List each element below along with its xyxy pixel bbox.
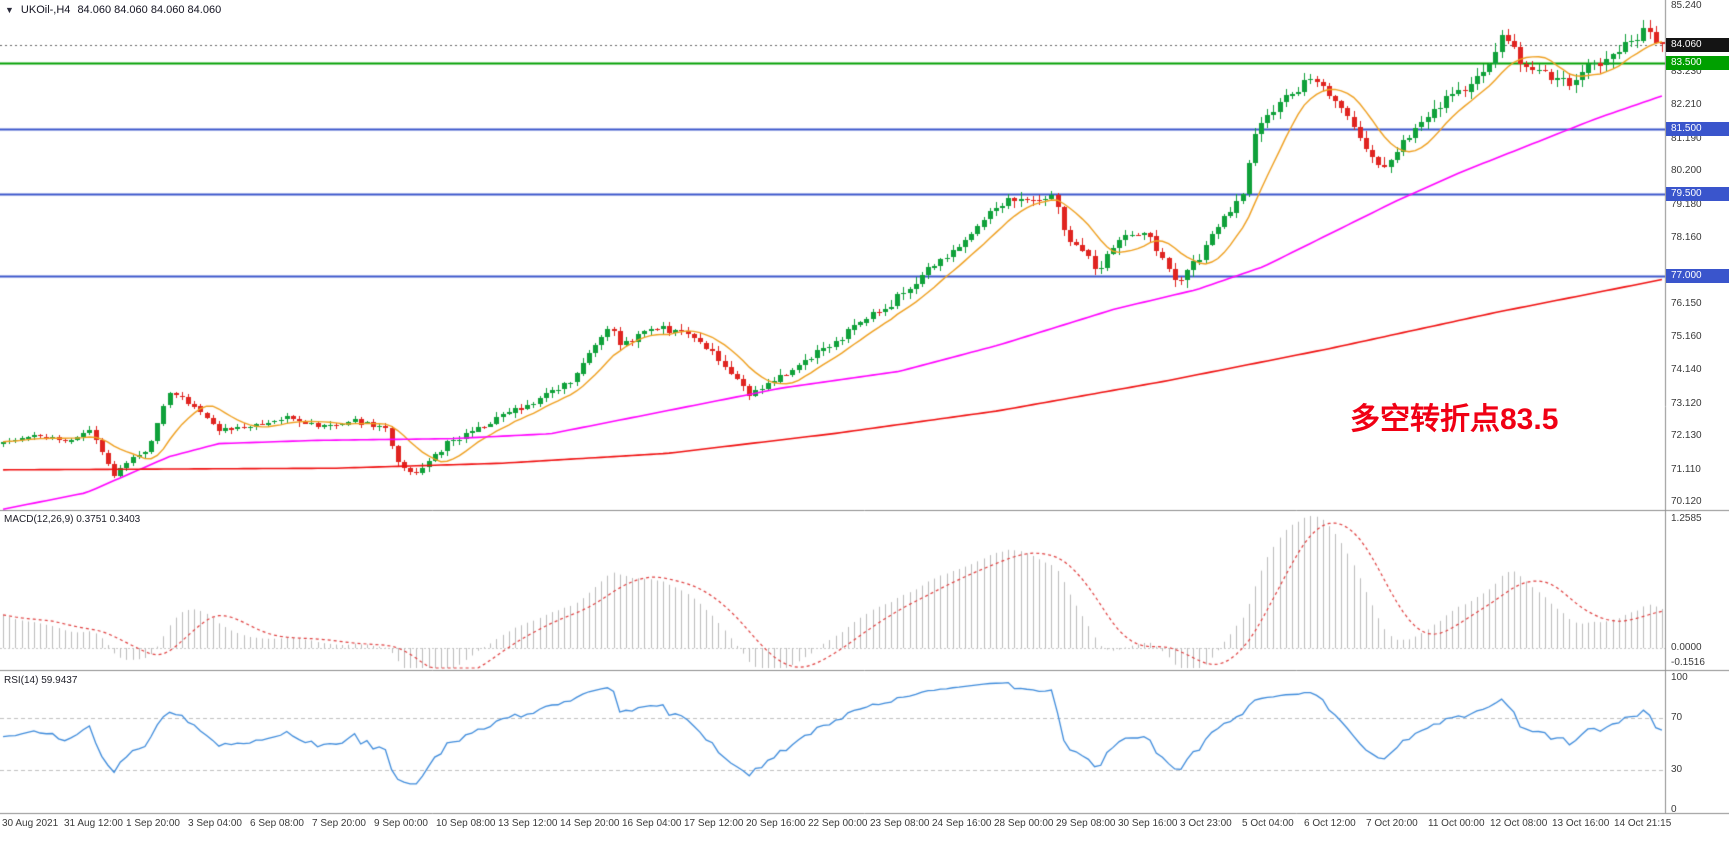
macd-indicator-label: MACD(12,26,9) 0.3751 0.3403 bbox=[4, 514, 140, 525]
time-label: 10 Sep 08:00 bbox=[436, 818, 496, 829]
price-tick: 85.240 bbox=[1671, 0, 1702, 11]
time-label: 7 Sep 20:00 bbox=[312, 818, 366, 829]
time-label: 31 Aug 12:00 bbox=[64, 818, 123, 829]
price-tick: 82.210 bbox=[1671, 99, 1702, 111]
price-tick: 76.150 bbox=[1671, 298, 1702, 310]
chart-text-annotation[interactable]: 多空转折点83.5 bbox=[1350, 403, 1559, 436]
macd-panel[interactable] bbox=[0, 511, 1665, 670]
rsi-axis-tick: 30 bbox=[1671, 764, 1683, 776]
time-label: 17 Sep 12:00 bbox=[684, 818, 744, 829]
price-badge-hline-level: 81.500 bbox=[1666, 121, 1729, 136]
time-label: 24 Sep 16:00 bbox=[932, 818, 992, 829]
time-label: 14 Sep 20:00 bbox=[560, 818, 620, 829]
price-tick: 72.130 bbox=[1671, 430, 1702, 442]
rsi-axis-tick: 0 bbox=[1671, 804, 1677, 815]
time-label: 6 Oct 12:00 bbox=[1304, 818, 1356, 829]
symbol-timeframe-label: UKOil-,H4 bbox=[20, 4, 71, 16]
time-label: 30 Sep 16:00 bbox=[1118, 818, 1178, 829]
time-label: 3 Sep 04:00 bbox=[188, 818, 242, 829]
time-label: 23 Sep 08:00 bbox=[870, 818, 930, 829]
symbol-info: ▼ UKOil-,H4 84.060 84.060 84.060 84.060 bbox=[5, 4, 221, 16]
time-label: 29 Sep 08:00 bbox=[1056, 818, 1116, 829]
time-label: 13 Oct 16:00 bbox=[1552, 818, 1610, 829]
time-label: 9 Sep 00:00 bbox=[374, 818, 428, 829]
time-label: 1 Sep 20:00 bbox=[126, 818, 180, 829]
price-tick: 74.140 bbox=[1671, 364, 1702, 376]
price-badge-current-price: 84.060 bbox=[1666, 37, 1729, 52]
chevron-down-icon[interactable]: ▼ bbox=[5, 5, 14, 15]
price-tick: 81.190 bbox=[1671, 132, 1702, 144]
price-axis[interactable]: 85.240 83.230 82.210 81.190 80.200 79.180 78.1… bbox=[1666, 0, 1729, 815]
price-badge-hline-level: 77.000 bbox=[1666, 269, 1729, 284]
time-label: 3 Oct 23:00 bbox=[1180, 818, 1232, 829]
time-label: 16 Sep 04:00 bbox=[622, 818, 682, 829]
time-label: 6 Sep 08:00 bbox=[250, 818, 304, 829]
time-label: 11 Oct 00:00 bbox=[1428, 818, 1485, 829]
time-label: 14 Oct 21:15 bbox=[1614, 818, 1672, 829]
price-tick: 79.180 bbox=[1671, 198, 1702, 210]
rsi-panel[interactable] bbox=[0, 672, 1665, 813]
ohlc-values: 84.060 84.060 84.060 84.060 bbox=[77, 4, 222, 16]
price-tick: 75.160 bbox=[1671, 330, 1702, 342]
macd-name: MACD(12,26,9) bbox=[4, 514, 74, 525]
time-label: 7 Oct 20:00 bbox=[1366, 818, 1418, 829]
macd-axis-tick: -0.1516 bbox=[1671, 657, 1705, 669]
price-tick: 73.120 bbox=[1671, 397, 1702, 409]
time-label: 28 Sep 00:00 bbox=[994, 818, 1054, 829]
price-tick: 80.200 bbox=[1671, 165, 1702, 177]
price-badge-hline-level: 83.500 bbox=[1666, 56, 1729, 71]
price-tick: 83.230 bbox=[1671, 65, 1702, 77]
price-badge-hline-level: 79.500 bbox=[1666, 187, 1729, 202]
macd-axis-tick: 0.0000 bbox=[1671, 642, 1702, 653]
rsi-axis-tick: 70 bbox=[1671, 711, 1683, 723]
time-label: 13 Sep 12:00 bbox=[498, 818, 558, 829]
time-axis[interactable]: 30 Aug 2021 31 Aug 12:00 1 Sep 20:00 3 Sep … bbox=[0, 813, 1729, 841]
time-label: 22 Sep 00:00 bbox=[808, 818, 868, 829]
time-label: 12 Oct 08:00 bbox=[1490, 818, 1548, 829]
price-tick: 78.160 bbox=[1671, 232, 1702, 244]
price-tick: 70.120 bbox=[1671, 496, 1702, 507]
macd-axis-tick: 1.2585 bbox=[1671, 513, 1702, 525]
rsi-value: 59.9437 bbox=[41, 675, 78, 686]
time-label: 5 Oct 04:00 bbox=[1242, 818, 1294, 829]
time-label: 30 Aug 2021 bbox=[2, 818, 59, 829]
price-tick: 71.110 bbox=[1671, 463, 1701, 475]
macd-values: 0.3751 0.3403 bbox=[76, 514, 141, 525]
rsi-axis-tick: 100 bbox=[1671, 672, 1688, 683]
rsi-indicator-label: RSI(14) 59.9437 bbox=[4, 675, 77, 686]
rsi-name: RSI(14) bbox=[4, 675, 39, 686]
time-label: 20 Sep 16:00 bbox=[746, 818, 806, 829]
